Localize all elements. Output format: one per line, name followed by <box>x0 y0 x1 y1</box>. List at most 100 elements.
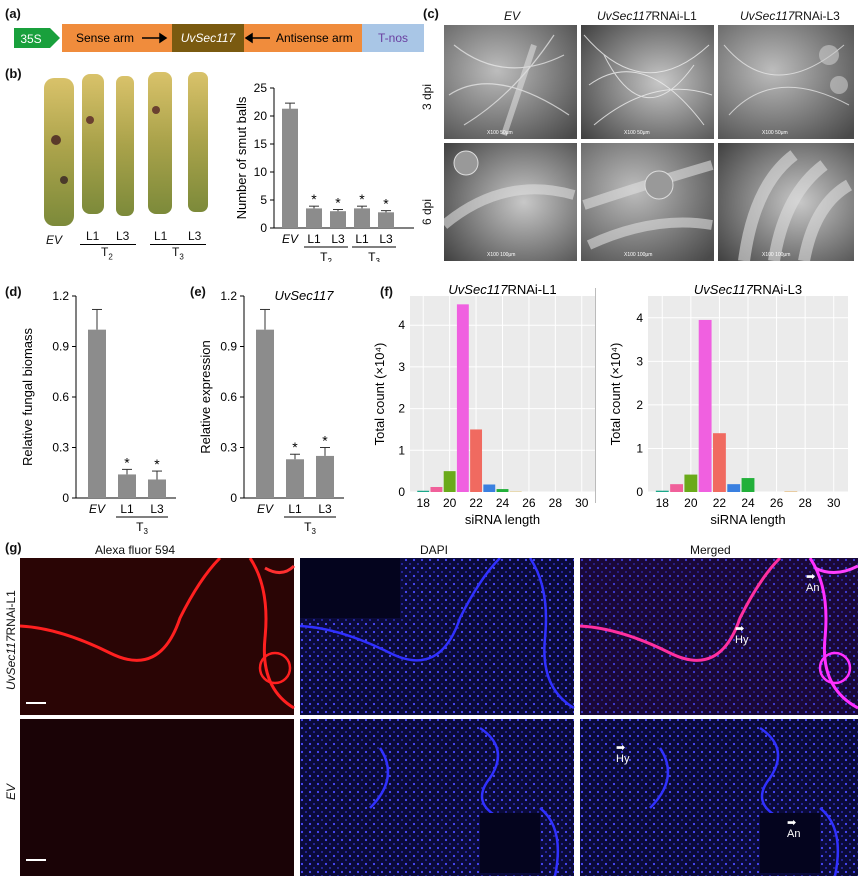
x-tick-label: L3 <box>331 232 345 246</box>
chart-relative-expression: 0 0.3 0.6 0.9 1.2 Relative expression UvSec117… <box>198 288 344 536</box>
y-tick-label: 1.2 <box>220 289 237 303</box>
x-tick-label: L3 <box>379 232 393 246</box>
bar <box>417 490 430 492</box>
chart-title: UvSec117RNAi-L1 <box>448 282 556 297</box>
promoter-arrow <box>14 28 60 48</box>
bar <box>148 479 166 498</box>
photo-group-t3: T3 <box>172 245 184 262</box>
panicle-t2-l1 <box>82 74 104 214</box>
photo-label-t2-l1: L1 <box>86 229 100 243</box>
x-tick-label: 28 <box>549 496 563 510</box>
x-tick-label: 20 <box>684 496 698 510</box>
gene-box <box>172 24 244 52</box>
bar <box>727 484 741 492</box>
bar <box>655 490 669 492</box>
x-tick-label: EV <box>282 232 299 246</box>
panel-label-g: (g) <box>5 540 22 555</box>
x-tick-label: L1 <box>355 232 369 246</box>
photo-label-t3-l1: L1 <box>154 229 168 243</box>
bar <box>456 304 469 492</box>
panel-label-d: (d) <box>5 284 22 299</box>
y-tick-label: 0 <box>636 485 643 499</box>
photo-group-t2: T2 <box>101 245 113 262</box>
x-tick-label: 20 <box>443 496 457 510</box>
x-tick-label: EV <box>257 502 274 516</box>
photo-group-line-t3 <box>150 244 206 245</box>
panel-label-c: (c) <box>423 6 439 21</box>
sense-direction-arrow <box>142 32 168 44</box>
sem-6dpi-ev <box>444 143 577 261</box>
chart-sirna-l3: 0 1 2 3 4 18 20 22 24 26 28 30 siRNA length Total cou… <box>608 282 848 527</box>
antisense-arm-label: Antisense arm <box>276 31 353 45</box>
bar <box>306 208 322 228</box>
y-tick-label: 0.3 <box>220 441 237 455</box>
y-tick-label: 20 <box>254 109 268 123</box>
y-tick-label: 10 <box>254 165 268 179</box>
bar <box>496 489 509 492</box>
x-tick-label: 26 <box>770 496 784 510</box>
y-tick-label: 0 <box>398 485 405 499</box>
photo-group-line-t2 <box>80 244 136 245</box>
bar <box>88 329 106 498</box>
group-label: T3 <box>304 520 316 536</box>
x-tick-label: L3 <box>150 502 164 516</box>
fluor-dapi-l1 <box>299 558 575 715</box>
fluor-dapi-ev <box>300 719 574 876</box>
sem-grid <box>444 25 854 261</box>
significance-star: * <box>335 195 341 211</box>
y-tick-label: 0.6 <box>220 390 237 404</box>
sem-scale-text-5: X100 100μm <box>624 252 653 258</box>
sem-3dpi-l3 <box>718 25 854 139</box>
group-label: T3 <box>136 520 148 536</box>
y-tick-label: 0 <box>260 221 267 235</box>
sem-scale-text-1: X100 50μm <box>487 130 513 136</box>
fluor-col-alexa: Alexa fluor 594 <box>95 543 176 557</box>
significance-star: * <box>383 196 389 212</box>
fluor-alexa-ev <box>20 719 294 876</box>
y-tick-label: 1 <box>636 441 643 455</box>
bar <box>316 455 334 498</box>
sem-3dpi-l1 <box>581 25 714 139</box>
promoter-label: 35S <box>20 32 41 46</box>
y-tick-label: 4 <box>636 311 643 325</box>
sem-row-3dpi: 3 dpi <box>420 83 434 110</box>
panel-label-b: (b) <box>5 66 22 81</box>
bar <box>483 484 496 492</box>
x-tick-label: 26 <box>522 496 536 510</box>
photo-label-t2-l3: L3 <box>116 229 130 243</box>
x-tick-label: 30 <box>575 496 589 510</box>
photo-label-ev: EV <box>46 233 63 247</box>
panicle-t3-l3 <box>188 72 208 212</box>
x-axis-label: siRNA length <box>465 512 540 527</box>
terminator-box <box>362 24 424 52</box>
fluor-row-ev: EV <box>4 783 18 800</box>
significance-star: * <box>124 454 130 470</box>
sem-scale-text-4: X100 100μm <box>487 252 516 258</box>
sem-col-l3: UvSec117RNAi-L3 <box>740 9 840 23</box>
y-tick-label: 0.9 <box>220 340 237 354</box>
bar <box>378 212 394 228</box>
chart-sirna-l1: 0 1 2 3 4 18 20 22 24 26 28 30 siRNA length Total cou… <box>372 282 595 527</box>
x-tick-label: 22 <box>469 496 483 510</box>
bar <box>741 478 755 492</box>
x-tick-label: 30 <box>827 496 841 510</box>
chart-fungal-biomass: 0 0.3 0.6 0.9 1.2 Relative fungal biomass EV * L… <box>20 289 176 536</box>
y-axis-label: Number of smut balls <box>234 96 249 219</box>
sem-6dpi-l1 <box>581 143 714 261</box>
y-tick-label: 1.2 <box>52 289 69 303</box>
panel-label-f: (f) <box>380 284 393 299</box>
x-tick-label: 22 <box>713 496 727 510</box>
bar <box>330 211 346 228</box>
y-tick-label: 3 <box>636 354 643 368</box>
terminator-label: T-nos <box>378 31 408 45</box>
bar <box>698 319 712 492</box>
x-tick-label: EV <box>89 502 106 516</box>
fluor-merged-ev <box>580 719 858 876</box>
x-tick-label: L1 <box>307 232 321 246</box>
sem-col-l1: UvSec117RNAi-L1 <box>597 9 697 23</box>
panel-label-e: (e) <box>190 284 206 299</box>
significance-star: * <box>292 439 298 455</box>
chart-title: UvSec117RNAi-L3 <box>694 282 802 297</box>
panicle-t2-l3 <box>116 76 134 216</box>
bar <box>282 108 298 228</box>
